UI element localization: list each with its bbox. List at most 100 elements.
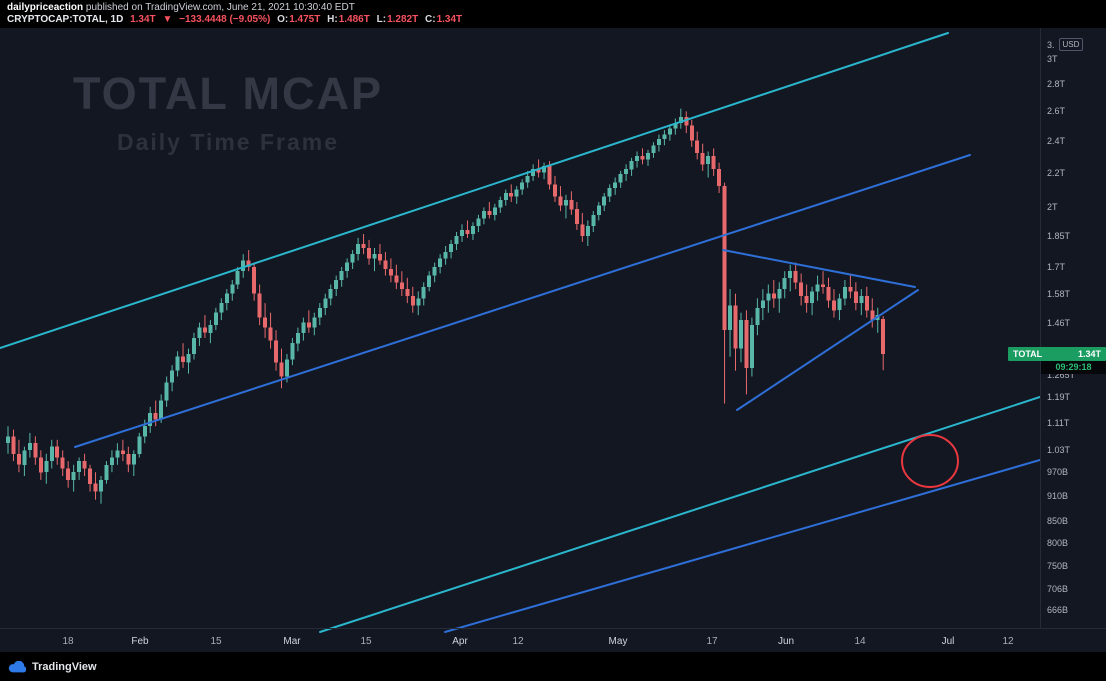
candle [618, 170, 623, 188]
candle [60, 450, 65, 476]
symbol-title: CRYPTOCAP:TOTAL, 1D [7, 14, 124, 25]
upper-channel-line-cyan[interactable] [0, 32, 949, 349]
candle [109, 450, 114, 473]
candle [268, 312, 273, 349]
candle [766, 284, 771, 313]
candle [153, 400, 158, 427]
candlestick-chart[interactable] [0, 28, 1040, 652]
candle [629, 157, 634, 176]
candle [263, 303, 268, 338]
candle [66, 461, 71, 488]
candle [22, 446, 27, 476]
time-label: 15 [360, 636, 372, 647]
candle [88, 464, 93, 492]
lower-channel-line-cyan[interactable] [319, 396, 1040, 633]
price-label: 2T [1047, 202, 1058, 213]
candle [148, 406, 153, 433]
price-label: 850B [1047, 515, 1069, 526]
currency-button[interactable]: USD [1058, 38, 1084, 51]
candle [788, 264, 793, 292]
candle [339, 266, 344, 287]
candle [202, 315, 207, 338]
candle [383, 252, 388, 276]
mid-channel-line-blue[interactable] [74, 154, 971, 448]
candle [853, 282, 858, 311]
candle [864, 286, 869, 318]
candle [760, 289, 765, 321]
time-label: 15 [210, 636, 222, 647]
wedge-upper-line-blue[interactable] [722, 249, 916, 288]
candle [514, 186, 519, 204]
high-label: H: [327, 14, 338, 25]
price-label: 800B [1047, 537, 1069, 548]
candle [487, 202, 492, 219]
top-tick-label: 3. [1047, 39, 1055, 50]
candle [410, 286, 415, 313]
candle [77, 457, 82, 480]
price-label: 1.265T [1047, 370, 1076, 381]
candle [782, 271, 787, 299]
price-label: 910B [1047, 490, 1069, 501]
time-label: 12 [512, 636, 524, 647]
candle [662, 130, 667, 146]
candle [755, 298, 760, 336]
candle [356, 237, 361, 261]
time-label: Mar [283, 636, 301, 647]
candle [607, 184, 612, 202]
price-label: 2.8T [1047, 79, 1066, 90]
candle [306, 310, 311, 333]
price-change: −133.4448 (−9.05%) [179, 14, 271, 25]
candle [361, 234, 366, 255]
candle [372, 248, 377, 272]
brand-name[interactable]: TradingView [32, 660, 97, 673]
candle [235, 266, 240, 290]
candle [744, 310, 749, 395]
time-label: Apr [452, 636, 468, 647]
highlight-circle[interactable] [901, 434, 959, 488]
candle [580, 212, 585, 242]
price-label: 706B [1047, 583, 1069, 594]
candle [733, 293, 738, 371]
candle [49, 439, 54, 469]
candle [82, 453, 87, 476]
candle [804, 284, 809, 313]
candle [815, 275, 820, 301]
lower-channel-line-blue[interactable] [444, 459, 1040, 633]
candle [367, 239, 372, 265]
candle [498, 196, 503, 213]
candle [574, 202, 579, 230]
candle [842, 280, 847, 306]
candle [870, 298, 875, 328]
candle [16, 439, 21, 473]
chart-area[interactable]: TOTAL MCAP Daily Time Frame 3. USD 3T 2.8… [0, 28, 1106, 652]
open-label: O: [277, 14, 289, 25]
price-axis[interactable]: 3. USD 3T 2.8T 2.6T 2.4T 2.2T 2T 1.85T 1.7T 1.58… [1040, 28, 1106, 628]
time-label: 18 [62, 636, 74, 647]
time-label: 12 [1002, 636, 1014, 647]
time-label: May [608, 636, 628, 647]
candle [377, 243, 382, 265]
candle [826, 277, 831, 308]
footer-bar: TradingView [0, 652, 1106, 681]
close-value: 1.34T [436, 14, 463, 25]
tradingview-logo-icon[interactable] [8, 660, 26, 673]
wedge-lower-line-blue[interactable] [736, 289, 919, 411]
candle [405, 277, 410, 304]
price-label: 1.11T [1047, 417, 1070, 428]
publish-info: published on TradingView.com, June 21, 2… [83, 2, 355, 13]
candle [602, 193, 607, 212]
candle [728, 289, 733, 357]
candle [624, 164, 629, 181]
candle [859, 289, 864, 316]
candle [771, 280, 776, 308]
time-label: 17 [706, 636, 718, 647]
candle [542, 162, 547, 180]
candle [241, 254, 246, 278]
candle [793, 262, 798, 290]
candle [312, 312, 317, 336]
candle [290, 337, 295, 366]
time-axis[interactable]: 18 Feb 15 Mar 15 Apr 12 May 17 Jun 14 Jul 12 [0, 628, 1106, 652]
candle [350, 250, 355, 269]
candle [213, 307, 218, 331]
